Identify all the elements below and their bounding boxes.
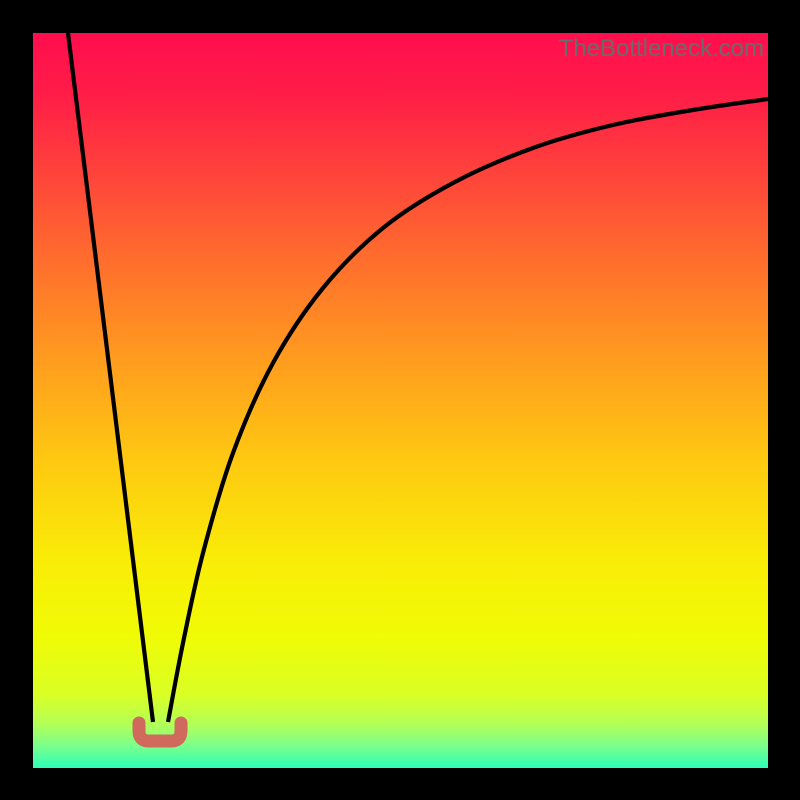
curve-svg: [33, 33, 768, 768]
chart-container: TheBottleneck.com: [0, 0, 800, 800]
plot-area: TheBottleneck.com: [33, 33, 768, 768]
valley-marker: [139, 723, 181, 741]
curve-left-descent: [68, 33, 153, 722]
curve-right-ascent: [168, 99, 768, 722]
